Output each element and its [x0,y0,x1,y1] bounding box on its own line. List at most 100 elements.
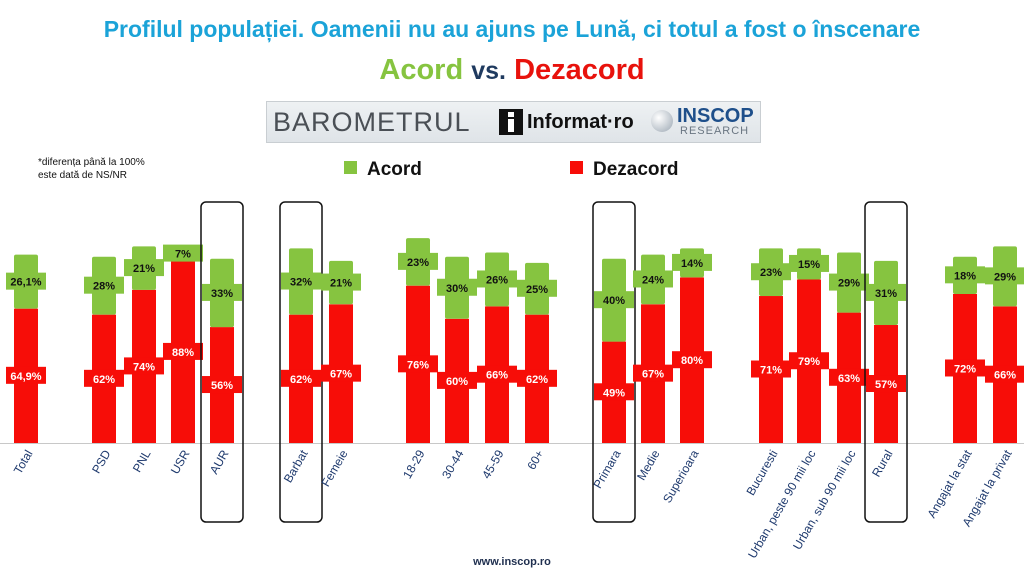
data-label-box-dezacord [321,364,361,382]
category-label: Barbat [281,447,311,485]
inscop-logo-text: INSCOP [677,105,754,127]
data-label-box-acord [321,273,361,291]
chart-subtitle: Acord vs. Dezacord [0,54,1024,87]
data-label-box-acord [124,259,164,277]
research-logo-text: RESEARCH [680,125,750,137]
data-label-acord: 21% [133,263,155,275]
data-label-acord: 31% [875,288,897,300]
category-label: 18-29 [400,447,428,481]
data-label-acord: 14% [681,258,703,270]
category-label: USR [168,447,193,476]
data-label-box-dezacord [751,360,791,378]
category-label: PSD [89,447,114,476]
category-label: 30-44 [439,447,467,481]
category-label: Medie [634,447,663,483]
data-label-box-dezacord [281,369,321,387]
data-label-dezacord: 71% [760,365,782,377]
data-label-dezacord: 88% [172,347,194,359]
data-label-box-dezacord [163,342,203,360]
data-label-box-acord [163,244,203,262]
barometrul-logo-banner: BAROMETRUL Informat·ro INSCOP RESEARCH [266,101,761,143]
legend-item-dezacord: Dezacord [570,159,679,181]
category-label: PNL [130,447,154,474]
footnote-line-1: *diferența până la 100% [38,157,145,168]
data-label-box-dezacord [6,366,46,384]
data-label-box-acord [866,283,906,301]
category-label: 60+ [524,448,546,473]
data-label-box-acord [84,276,124,294]
data-label-box-dezacord [866,375,906,393]
legend-label-acord: Acord [367,159,422,180]
data-label-dezacord: 62% [93,374,115,386]
data-label-box-dezacord [985,365,1024,383]
data-label-acord: 18% [954,270,976,282]
data-label-box-dezacord [672,351,712,369]
data-label-box-acord [6,272,46,290]
data-label-box-acord [829,273,869,291]
chart-title: Profilul populației. Oamenii nu au ajuns… [103,16,921,42]
data-label-box-acord [202,283,242,301]
data-label-acord: 32% [290,277,312,289]
category-label: Rural [869,448,895,480]
data-label-box-acord [477,270,517,288]
data-label-box-acord [751,263,791,281]
category-label: Bucuresti [743,448,780,498]
data-label-box-dezacord [633,364,673,382]
data-label-box-acord [945,266,985,284]
barometrul-logo-text: BAROMETRUL [273,107,471,137]
data-label-box-dezacord [829,368,869,386]
data-label-acord: 15% [798,259,820,271]
category-label: Primara [590,447,623,491]
data-label-acord: 26% [486,274,508,286]
footnote-line-2: este dată de NS/NR [38,170,127,181]
subtitle-dezacord: Dezacord [514,54,645,86]
data-label-box-dezacord [517,369,557,387]
data-label-box-dezacord [202,376,242,394]
data-label-acord: 33% [211,288,233,300]
data-label-dezacord: 79% [798,356,820,368]
highlight-box [864,201,908,523]
data-label-acord: 25% [526,284,548,296]
data-label-acord: 40% [603,295,625,307]
data-label-dezacord: 64,9% [10,371,41,383]
highlight-box [200,201,244,523]
legend-swatch-dezacord [570,161,583,175]
legend-swatch-acord [344,161,357,175]
data-label-dezacord: 67% [330,369,352,381]
category-label: Superioara [660,447,702,505]
website-footer: www.inscop.ro [473,556,551,568]
highlight-box [279,201,323,523]
data-label-dezacord: 72% [954,363,976,375]
data-label-box-dezacord [594,383,634,401]
subtitle-acord: Acord [379,54,464,86]
data-label-acord: 23% [760,267,782,279]
subtitle-vs: vs. [471,57,506,85]
data-label-box-acord [985,267,1024,285]
category-label: Total [11,448,36,477]
data-label-box-acord [789,254,829,272]
data-label-box-dezacord [437,371,477,389]
legend-item-acord: Acord [344,159,422,181]
data-label-acord: 28% [93,281,115,293]
data-label-box-acord [517,279,557,297]
data-label-acord: 29% [994,271,1016,283]
data-label-acord: 24% [642,274,664,286]
data-label-acord: 30% [446,283,468,295]
data-label-box-acord [437,278,477,296]
data-label-dezacord: 62% [526,374,548,386]
category-label: Urban, peste 90 mii loc [745,448,818,561]
data-label-box-acord [281,272,321,290]
category-label: Femeie [318,447,350,489]
footnote: *diferența până la 100% este dată de NS/… [38,156,198,182]
legend-label-dezacord: Dezacord [593,159,679,180]
data-label-dezacord: 60% [446,376,468,388]
data-label-box-dezacord [84,369,124,387]
highlight-box [592,201,636,523]
informat-logo-text: Informat·ro [527,111,634,134]
informat-suffix: ·ro [607,111,634,133]
data-label-acord: 29% [838,278,860,290]
data-label-box-dezacord [789,352,829,370]
category-label: 45-59 [479,447,507,481]
data-label-box-dezacord [398,355,438,373]
